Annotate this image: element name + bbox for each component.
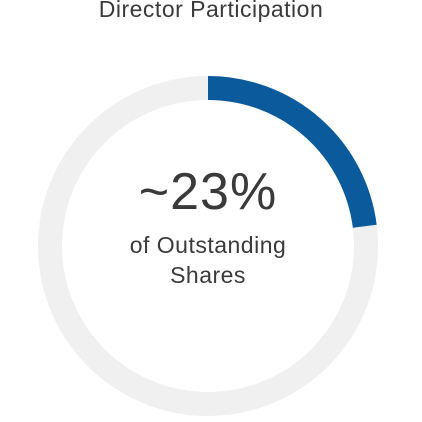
donut-segment (207, 76, 377, 228)
value-label: ~23% (138, 163, 278, 221)
annotation: of Outstanding Shares (129, 232, 287, 288)
chart-title: Director Participation (98, 0, 324, 22)
center-label: ~23% of Outstanding Shares (118, 160, 298, 290)
